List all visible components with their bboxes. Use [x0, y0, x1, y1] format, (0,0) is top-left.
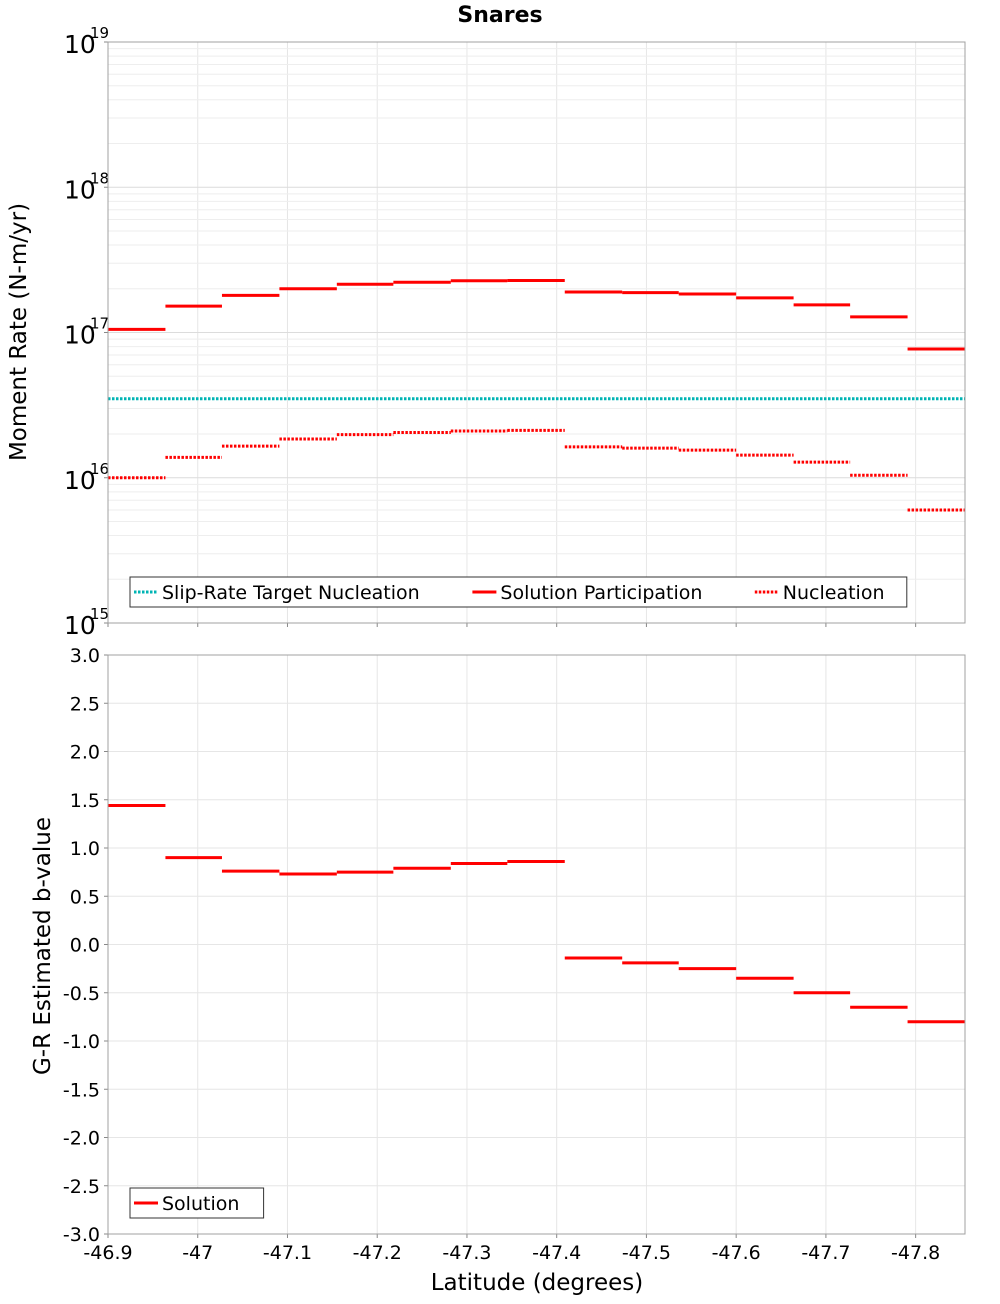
y-tick-label: 10: [64, 611, 96, 640]
y-tick-exponent: 16: [90, 460, 109, 478]
x-tick-label: -47.1: [263, 1242, 312, 1264]
y-tick-exponent: 17: [90, 315, 109, 333]
legend-box-1: [129, 576, 908, 608]
x-tick-label: -47: [182, 1242, 213, 1264]
y-tick-label: -3.0: [63, 1224, 100, 1246]
chart-title: Snares: [457, 3, 542, 28]
y-tick-label: 1.0: [70, 838, 100, 860]
y-tick-label: 10: [64, 175, 96, 204]
x-tick-label: -47.6: [712, 1242, 761, 1264]
y-tick-label: 0.0: [70, 935, 100, 957]
x-tick-label: -46.9: [83, 1242, 132, 1264]
y-tick-label: 0.5: [70, 886, 100, 908]
bottom-y-axis-label: G-R Estimated b-value: [30, 817, 56, 1075]
plot-frame-1: [107, 41, 966, 624]
y-tick-exponent: 19: [90, 24, 109, 42]
y-tick-exponent: 15: [90, 605, 109, 623]
x-tick-label: -47.5: [622, 1242, 671, 1264]
y-tick-label: -2.0: [63, 1128, 100, 1150]
x-tick-label: -47.8: [891, 1242, 940, 1264]
y-tick-label: 10: [64, 321, 96, 350]
y-tick-exponent: 18: [90, 169, 109, 187]
x-axis-label: Latitude (degrees): [431, 1270, 644, 1296]
legend-entry: Solution: [162, 1193, 239, 1215]
y-tick-label: 10: [64, 466, 96, 495]
legend-entry: Slip-Rate Target Nucleation: [162, 582, 420, 604]
y-tick-label: -2.5: [63, 1176, 100, 1198]
plot-frame-2: [107, 654, 966, 1235]
y-tick-label: -0.5: [63, 983, 100, 1005]
y-tick-label: 3.0: [70, 645, 100, 667]
y-tick-label: -1.0: [63, 1031, 100, 1053]
y-tick-label: 2.0: [70, 742, 100, 764]
x-tick-label: -47.4: [532, 1242, 581, 1264]
y-tick-label: -1.5: [63, 1079, 100, 1101]
x-tick-label: -47.2: [353, 1242, 402, 1264]
x-tick-label: -47.3: [442, 1242, 491, 1264]
y-tick-label: 1.5: [70, 790, 100, 812]
legend-entry: Nucleation: [783, 582, 885, 604]
legend-entry: Solution Participation: [500, 582, 702, 604]
top-y-axis-label: Moment Rate (N-m/yr): [6, 203, 32, 461]
y-tick-label: 10: [64, 30, 96, 59]
y-tick-label: 2.5: [70, 693, 100, 715]
x-tick-label: -47.7: [801, 1242, 850, 1264]
